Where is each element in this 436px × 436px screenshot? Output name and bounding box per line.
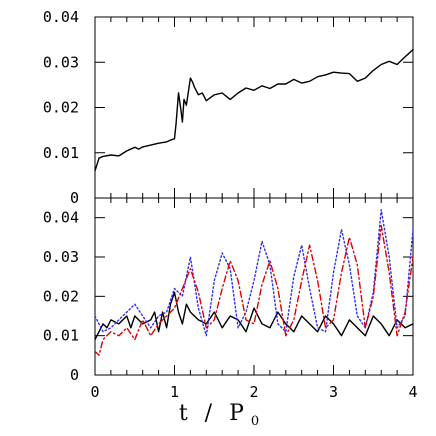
top-panel: 0 0.01 0.02 0.03 0.04 [43,8,414,207]
y-tick-label: 0.03 [43,53,79,71]
x-axis-label-t: t [179,401,188,426]
bottom-panel: 0 0.01 0.02 0.03 0.04 0 1 2 3 4 [43,197,418,401]
x-tick-label: 2 [249,383,258,401]
y-tick-label: 0.01 [43,327,79,345]
x-tick-label: 3 [329,383,338,401]
plot-frame [94,16,414,199]
y-tick-label: 0.01 [43,144,79,162]
series-line-1 [94,48,414,172]
x-axis-label-variable: P [229,401,244,426]
x-axis-label: t / P 0 [179,401,259,429]
y-tick-label: 0.04 [43,209,79,227]
series-line-2 [94,209,414,337]
x-tick-label: 4 [408,383,417,401]
series-line-3 [94,224,414,356]
svg-text:t / P 0: t / P 0 [179,401,259,429]
y-tick-label: 0.03 [43,248,79,266]
x-tick-label: 0 [90,383,99,401]
y-tick-label: 0 [70,189,79,207]
plot-frame [94,197,414,376]
y-tick-label: 0.02 [43,287,79,305]
y-tick-label: 0.04 [43,8,79,26]
series-line-1 [94,291,414,341]
x-axis-label-subscript: 0 [251,414,259,429]
x-axis-label-separator: / [205,401,213,426]
x-tick-label: 1 [170,383,179,401]
y-tick-label: 0 [70,366,79,384]
y-tick-label: 0.02 [43,99,79,117]
